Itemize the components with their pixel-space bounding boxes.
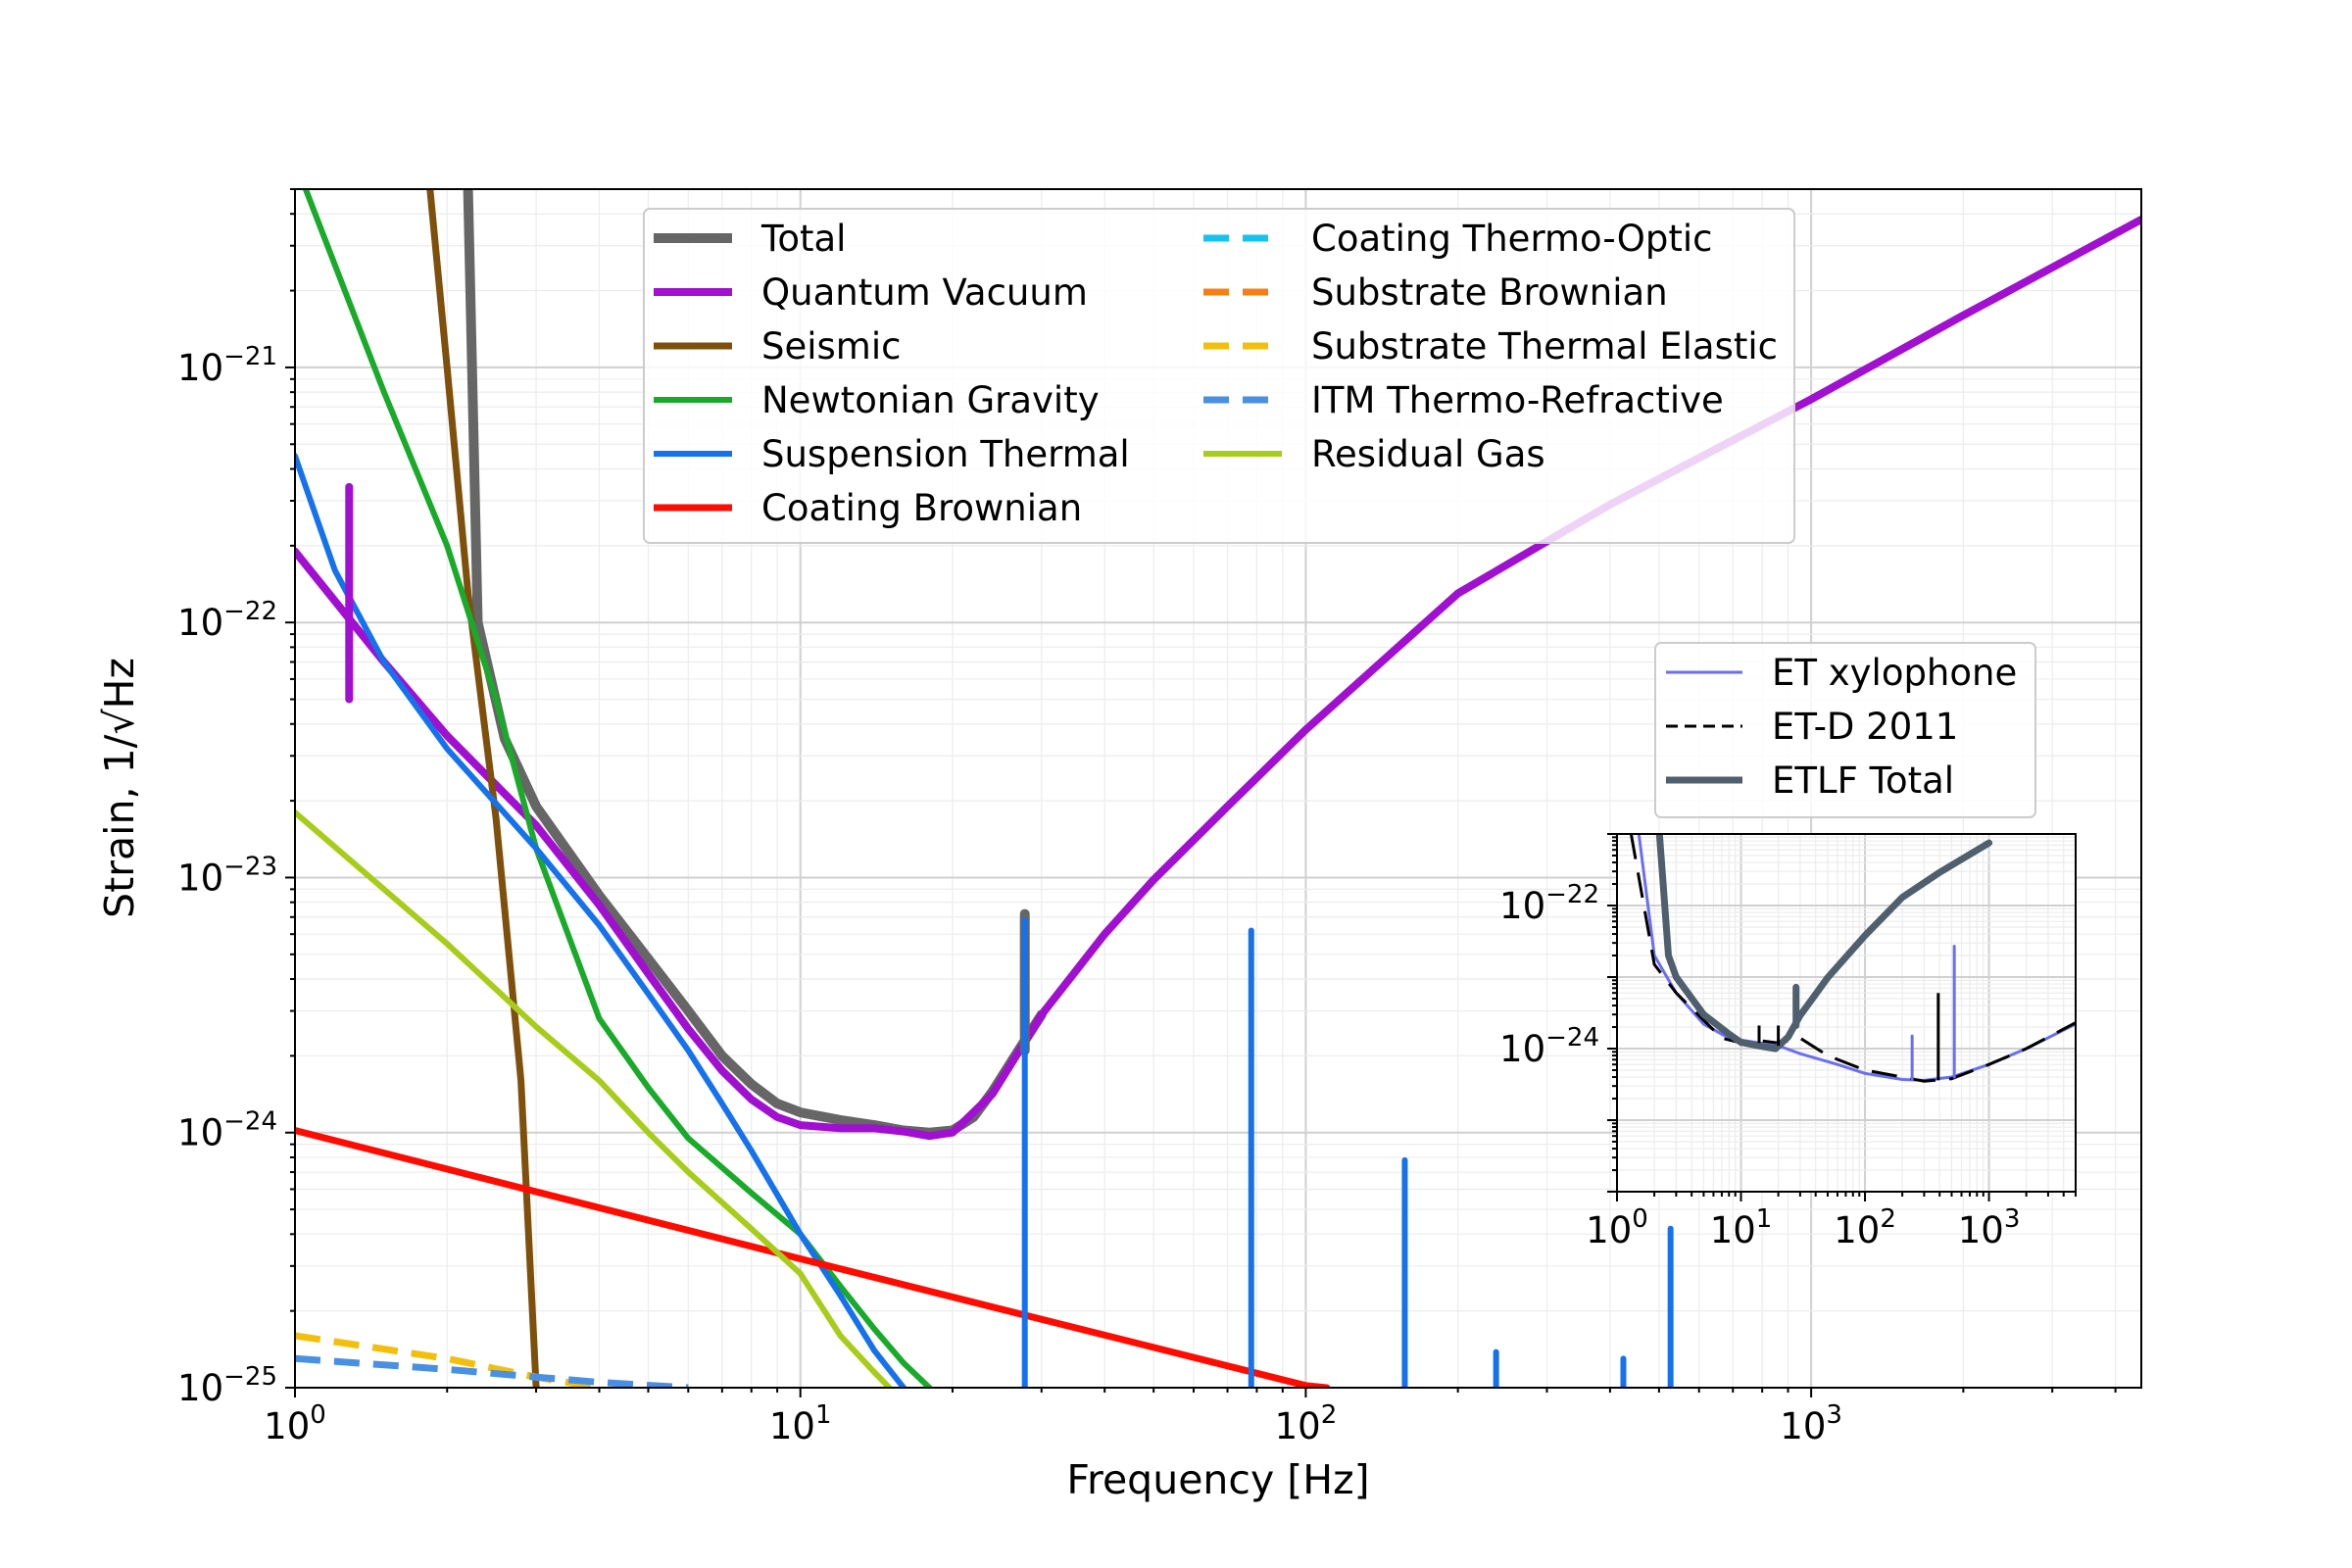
legend-label-residual-gas: Residual Gas	[1311, 433, 1545, 475]
legend-label-newtonian-gravity: Newtonian Gravity	[761, 379, 1100, 421]
main-y-tick-label: 10−22	[177, 597, 277, 644]
inset-legend-label-et-xylophone: ET xylophone	[1772, 652, 2017, 694]
inset-legend-label-etlf-total: ETLF Total	[1772, 760, 1954, 802]
main-series-substrate-thermal-elastic	[295, 1332, 601, 1388]
main-axis-ticks: 100 101 102 103 10−25 10−24 10−23 10−22 10−21	[177, 188, 2117, 1447]
main-series-itm-thermo-refractive	[295, 1354, 689, 1388]
main-series-layer	[295, 189, 2141, 1388]
legend-label-coating-brownian: Coating Brownian	[761, 487, 1082, 529]
inset-x-tick-label: 100	[1586, 1204, 1648, 1251]
inset-legend-label-et-d-2011: ET-D 2011	[1772, 706, 1958, 748]
inset-y-tick-label: 10−22	[1499, 880, 1599, 927]
inset-legend-box	[1654, 642, 2036, 818]
inset-series-et-d-2011	[1629, 834, 2076, 1083]
legend-label-suspension-thermal: Suspension Thermal	[761, 433, 1130, 475]
inset-x-tick-label: 102	[1834, 1204, 1896, 1251]
legend-label-substrate-thermal-elastic: Substrate Thermal Elastic	[1311, 325, 1778, 368]
main-legend-box	[643, 208, 1795, 544]
main-legend: Total Quantum Vacuum Seismic Newtonian Grav…	[643, 208, 1795, 544]
main-y-tick-label: 10−21	[177, 342, 277, 389]
main-x-tick-label: 102	[1275, 1400, 1338, 1447]
inset-legend: ET xylophone ET-D 2011 ETLF Total	[1654, 642, 2036, 818]
main-y-axis-label: Strain, 1/√Hz	[96, 658, 143, 918]
inset-series-etlf-total	[1655, 834, 1993, 1053]
main-x-tick-label: 103	[1780, 1400, 1842, 1447]
main-series-newtonian-gravity	[302, 189, 933, 1388]
inset-x-tick-label: 101	[1710, 1204, 1773, 1251]
main-series-residual-gas	[295, 809, 893, 1388]
legend-label-itm-thermo-refractive: ITM Thermo-Refractive	[1311, 379, 1724, 421]
legend-label-total: Total	[760, 218, 846, 260]
main-series-suspension-thermal	[295, 453, 906, 1388]
inset-x-tick-label: 103	[1958, 1204, 2021, 1251]
main-y-tick-label: 10−23	[177, 852, 277, 899]
main-plot-frame	[294, 188, 2142, 1389]
main-x-tick-label: 101	[769, 1400, 832, 1447]
inset-series-layer	[1629, 834, 2076, 1083]
main-series-quantum-vacuum	[295, 216, 2141, 1141]
main-x-axis-label: Frequency [Hz]	[1066, 1456, 1369, 1503]
legend-label-substrate-brownian: Substrate Brownian	[1311, 271, 1668, 314]
main-series-coating-brownian	[295, 1127, 1331, 1388]
main-y-tick-label: 10−24	[177, 1107, 277, 1154]
legend-label-quantum-vacuum: Quantum Vacuum	[761, 271, 1088, 314]
main-y-tick-label: 10−25	[177, 1362, 277, 1409]
main-series-seismic	[426, 189, 540, 1388]
main-x-tick-label: 100	[264, 1400, 326, 1447]
inset-y-tick-label: 10−24	[1499, 1023, 1599, 1070]
inset-axis-ticks: 100 101 102 103 10−24 10−22	[1499, 833, 2077, 1251]
inset-grid	[1616, 833, 2077, 1193]
legend-label-seismic: Seismic	[761, 325, 901, 368]
legend-label-coating-thermo-optic: Coating Thermo-Optic	[1311, 218, 1713, 260]
